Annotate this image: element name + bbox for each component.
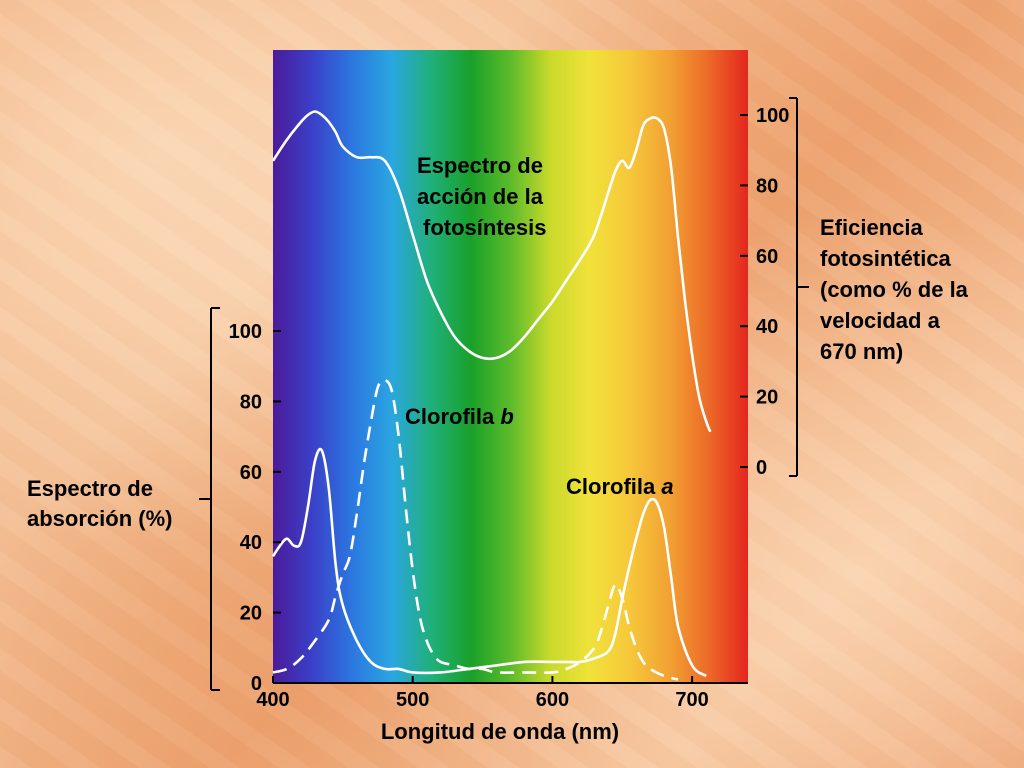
left-y-tick-label-80: 80 bbox=[240, 391, 262, 413]
right-y-tick-label-20: 20 bbox=[756, 387, 778, 409]
left-y-tick-label-20: 20 bbox=[240, 603, 262, 625]
series-label-clorofila-b-letter: b bbox=[500, 404, 513, 429]
x-axis-label: Longitud de onda (nm) bbox=[381, 719, 619, 744]
right-y-axis-label-line-5: 670 nm) bbox=[820, 339, 903, 364]
series-line-clorofila-b bbox=[272, 378, 679, 681]
ticks-layer: 400 500 600 700 0 20 40 60 80 100 0 20 40 60 80 100 bbox=[229, 105, 790, 711]
right-y-axis-label-line-4: velocidad a bbox=[820, 308, 941, 333]
series-line-clorofila-a bbox=[271, 447, 707, 678]
x-tick-label-700: 700 bbox=[675, 689, 708, 711]
right-y-tick-label-80: 80 bbox=[756, 175, 778, 197]
series-label-clorofila-b-name: Clorofila bbox=[405, 404, 500, 429]
right-y-axis-label-line-2: fotosintética bbox=[820, 246, 952, 271]
left-y-tick-label-0: 0 bbox=[251, 673, 262, 695]
curves-layer bbox=[271, 110, 712, 681]
right-y-tick-label-100: 100 bbox=[756, 105, 789, 127]
left-y-tick-label-100: 100 bbox=[229, 321, 262, 343]
chart-title-line-1: Espectro de bbox=[417, 153, 543, 178]
x-tick-label-600: 600 bbox=[536, 689, 569, 711]
left-y-tick-label-60: 60 bbox=[240, 462, 262, 484]
x-tick-label-500: 500 bbox=[396, 689, 429, 711]
series-label-clorofila-a: Clorofila a bbox=[566, 474, 674, 499]
axes-layer bbox=[199, 97, 809, 691]
right-y-axis-label-line-3: (como % de la bbox=[820, 277, 969, 302]
left-y-tick-label-40: 40 bbox=[240, 532, 262, 554]
left-y-axis-label-line-2: absorción (%) bbox=[27, 506, 172, 531]
left-y-axis-label: Espectro de absorción (%) bbox=[27, 476, 172, 531]
spectrum-panel bbox=[273, 50, 748, 683]
x-tick-label-400: 400 bbox=[256, 689, 289, 711]
right-y-tick-label-40: 40 bbox=[756, 316, 778, 338]
series-label-clorofila-a-name: Clorofila bbox=[566, 474, 661, 499]
chart-title-line-2: acción de la bbox=[417, 184, 544, 209]
series-line-espectro-de-accion bbox=[271, 110, 712, 433]
series-label-clorofila-a-letter: a bbox=[661, 474, 673, 499]
right-y-axis-label-line-1: Eficiencia bbox=[820, 215, 923, 240]
series-label-clorofila-b: Clorofila b bbox=[405, 404, 514, 429]
right-y-axis-label: Eficiencia fotosintética (como % de la velo… bbox=[820, 215, 969, 364]
right-y-tick-label-60: 60 bbox=[756, 246, 778, 268]
left-y-axis-label-line-1: Espectro de bbox=[27, 476, 153, 501]
chart-title-line-3: fotosíntesis bbox=[423, 215, 546, 240]
right-y-tick-label-0: 0 bbox=[756, 457, 767, 479]
